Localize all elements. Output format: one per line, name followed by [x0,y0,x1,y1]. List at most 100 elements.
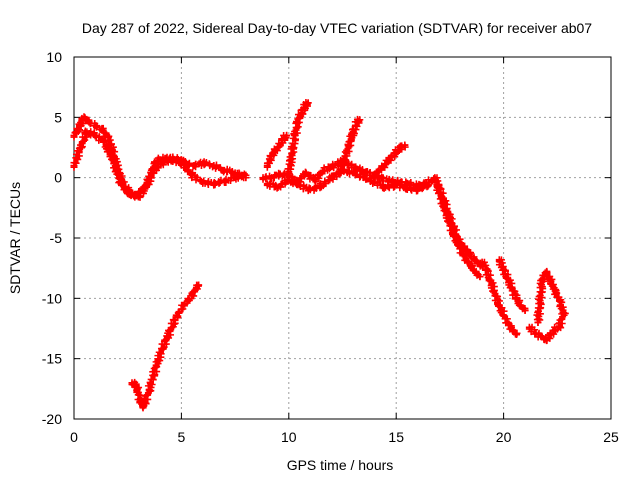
chart-title: Day 287 of 2022, Sidereal Day-to-day VTE… [82,20,592,36]
y-tick-label: -20 [42,411,62,427]
data-point [304,99,312,107]
y-tick-label: -10 [42,290,62,306]
data-point [287,156,295,164]
data-point [171,316,179,324]
data-point [268,174,276,182]
data-point [403,185,411,193]
data-point [190,162,198,170]
data-point [356,116,364,124]
data-point [371,178,379,186]
data-point [154,357,162,365]
data-point [98,125,106,133]
data-point [538,275,546,283]
data-point [543,337,551,345]
data-point [500,265,508,273]
data-point [141,398,149,406]
data-point [339,162,346,170]
data-point [525,323,533,331]
data-point [293,119,301,127]
data-point [100,137,108,145]
data-point [311,176,319,184]
data-point [175,309,183,317]
data-point [500,311,508,319]
data-point [132,382,140,390]
data-point [259,174,267,182]
data-point [81,113,89,121]
data-point [276,170,284,178]
y-axis-label: SDTVAR / TECUs [7,182,23,294]
data-point [268,152,276,160]
y-tick-label: -15 [42,351,62,367]
data-point [512,331,520,339]
data-point [476,273,484,281]
data-point [328,163,336,171]
data-point [263,180,271,188]
data-point [276,141,284,149]
data-point [134,193,142,201]
data-point [347,135,355,143]
data-point [117,180,125,188]
series-low-rising-track [128,281,203,412]
data-point [371,170,379,178]
data-point [76,144,84,151]
data-point [384,158,392,166]
data-point [134,388,142,396]
series-falling-track-c [478,258,521,339]
data-point [283,131,291,139]
y-tick-label: 5 [54,109,62,125]
data-point [555,322,563,330]
data-point [298,109,306,117]
data-point [467,263,475,271]
data-point [437,194,445,202]
data-point [220,166,228,174]
data-point [392,148,400,156]
data-point [375,166,383,174]
data-point [91,122,99,130]
data-point [263,162,271,170]
data-point [195,281,203,289]
x-tick-label: 10 [281,429,297,445]
data-point [91,131,99,139]
data-point [180,302,188,310]
data-point [76,122,84,130]
x-tick-label: 15 [388,429,404,445]
data-point [296,181,304,189]
data-point [379,163,387,171]
data-point [379,175,387,183]
data-point [388,153,396,161]
data-point [504,275,512,283]
series-rise-near-13 [336,115,364,177]
data-point [291,131,299,139]
data-point [405,180,413,188]
data-point [555,297,563,305]
data-point [517,302,525,310]
data-point [547,331,555,339]
y-tick-label: 10 [46,49,62,65]
series-rise-near-11 [284,99,312,177]
data-point [343,150,351,158]
y-tick-label: 0 [54,170,62,186]
data-point [317,182,325,190]
data-point [454,241,462,249]
data-point [508,326,516,334]
data-point [495,302,503,310]
data-point [450,232,458,240]
data-point [145,386,153,394]
data-point [152,164,160,172]
data-point [534,318,542,326]
series-main-lower-band [70,127,250,201]
data-point [381,183,389,191]
data-point [349,169,357,177]
data-point [319,166,327,174]
series-main-track [70,113,250,200]
data-point [104,134,112,142]
data-point [351,122,359,130]
data-point [463,257,471,265]
data-point [362,168,370,176]
data-point [162,335,170,343]
data-point [491,290,499,298]
series-short-rising-track [263,131,291,171]
data-point [414,186,422,194]
data-point [188,171,196,179]
